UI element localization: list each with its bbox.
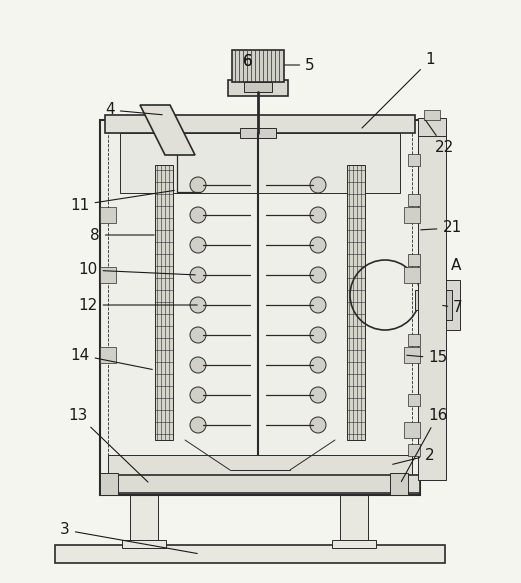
Bar (100, 207, 116, 223)
Bar (155, 165, 173, 440)
Bar (418, 118, 446, 136)
Text: 6: 6 (243, 54, 253, 69)
Bar (420, 280, 460, 330)
Text: 16: 16 (401, 408, 448, 482)
Bar (100, 347, 116, 363)
Circle shape (310, 417, 326, 433)
Bar (418, 130, 446, 480)
Text: 2: 2 (393, 448, 435, 464)
Bar (347, 165, 365, 440)
Circle shape (310, 237, 326, 253)
Circle shape (310, 177, 326, 193)
Circle shape (190, 177, 206, 193)
Bar (404, 207, 420, 223)
Text: A: A (451, 258, 461, 272)
Circle shape (190, 417, 206, 433)
Bar (130, 490, 158, 545)
Bar (108, 455, 412, 485)
Bar (100, 473, 118, 495)
Text: 8: 8 (90, 227, 154, 243)
Bar (244, 82, 272, 92)
Circle shape (190, 357, 206, 373)
Circle shape (190, 297, 206, 313)
Bar (332, 540, 376, 548)
Circle shape (310, 267, 326, 283)
Bar (408, 194, 420, 206)
Bar (404, 347, 420, 363)
Circle shape (310, 357, 326, 373)
Polygon shape (140, 105, 195, 155)
Text: 22: 22 (426, 120, 455, 156)
Bar (120, 133, 400, 193)
Bar (415, 290, 429, 310)
Bar (428, 290, 452, 320)
Bar (408, 154, 420, 166)
Circle shape (190, 237, 206, 253)
Bar (108, 128, 412, 487)
Circle shape (310, 297, 326, 313)
Bar (232, 50, 284, 82)
Circle shape (190, 387, 206, 403)
Bar (390, 473, 408, 495)
Bar (100, 267, 116, 283)
Text: 10: 10 (78, 262, 195, 278)
Bar (100, 120, 420, 495)
Bar (122, 540, 166, 548)
Text: 5: 5 (285, 58, 315, 72)
Text: 3: 3 (60, 522, 197, 553)
Circle shape (190, 327, 206, 343)
Bar (55, 545, 445, 563)
Text: 4: 4 (105, 103, 162, 118)
Bar (105, 115, 415, 133)
Text: 12: 12 (78, 297, 197, 312)
Text: 1: 1 (362, 52, 435, 128)
Circle shape (310, 207, 326, 223)
Text: 15: 15 (407, 350, 448, 366)
Bar (424, 110, 440, 120)
Bar (100, 475, 420, 493)
Text: 21: 21 (421, 220, 462, 236)
Bar (408, 444, 420, 456)
Bar (240, 128, 276, 138)
Bar (404, 267, 420, 283)
Bar (408, 334, 420, 346)
Circle shape (310, 327, 326, 343)
Circle shape (190, 207, 206, 223)
Text: 7: 7 (443, 300, 463, 315)
Circle shape (310, 387, 326, 403)
Bar (404, 422, 420, 438)
Text: 13: 13 (68, 408, 148, 482)
Circle shape (190, 267, 206, 283)
Text: 14: 14 (70, 347, 152, 370)
Bar (408, 254, 420, 266)
Text: 11: 11 (70, 191, 174, 212)
Bar (408, 394, 420, 406)
Text: 6: 6 (243, 54, 253, 69)
Bar (228, 80, 288, 96)
Bar (340, 490, 368, 545)
